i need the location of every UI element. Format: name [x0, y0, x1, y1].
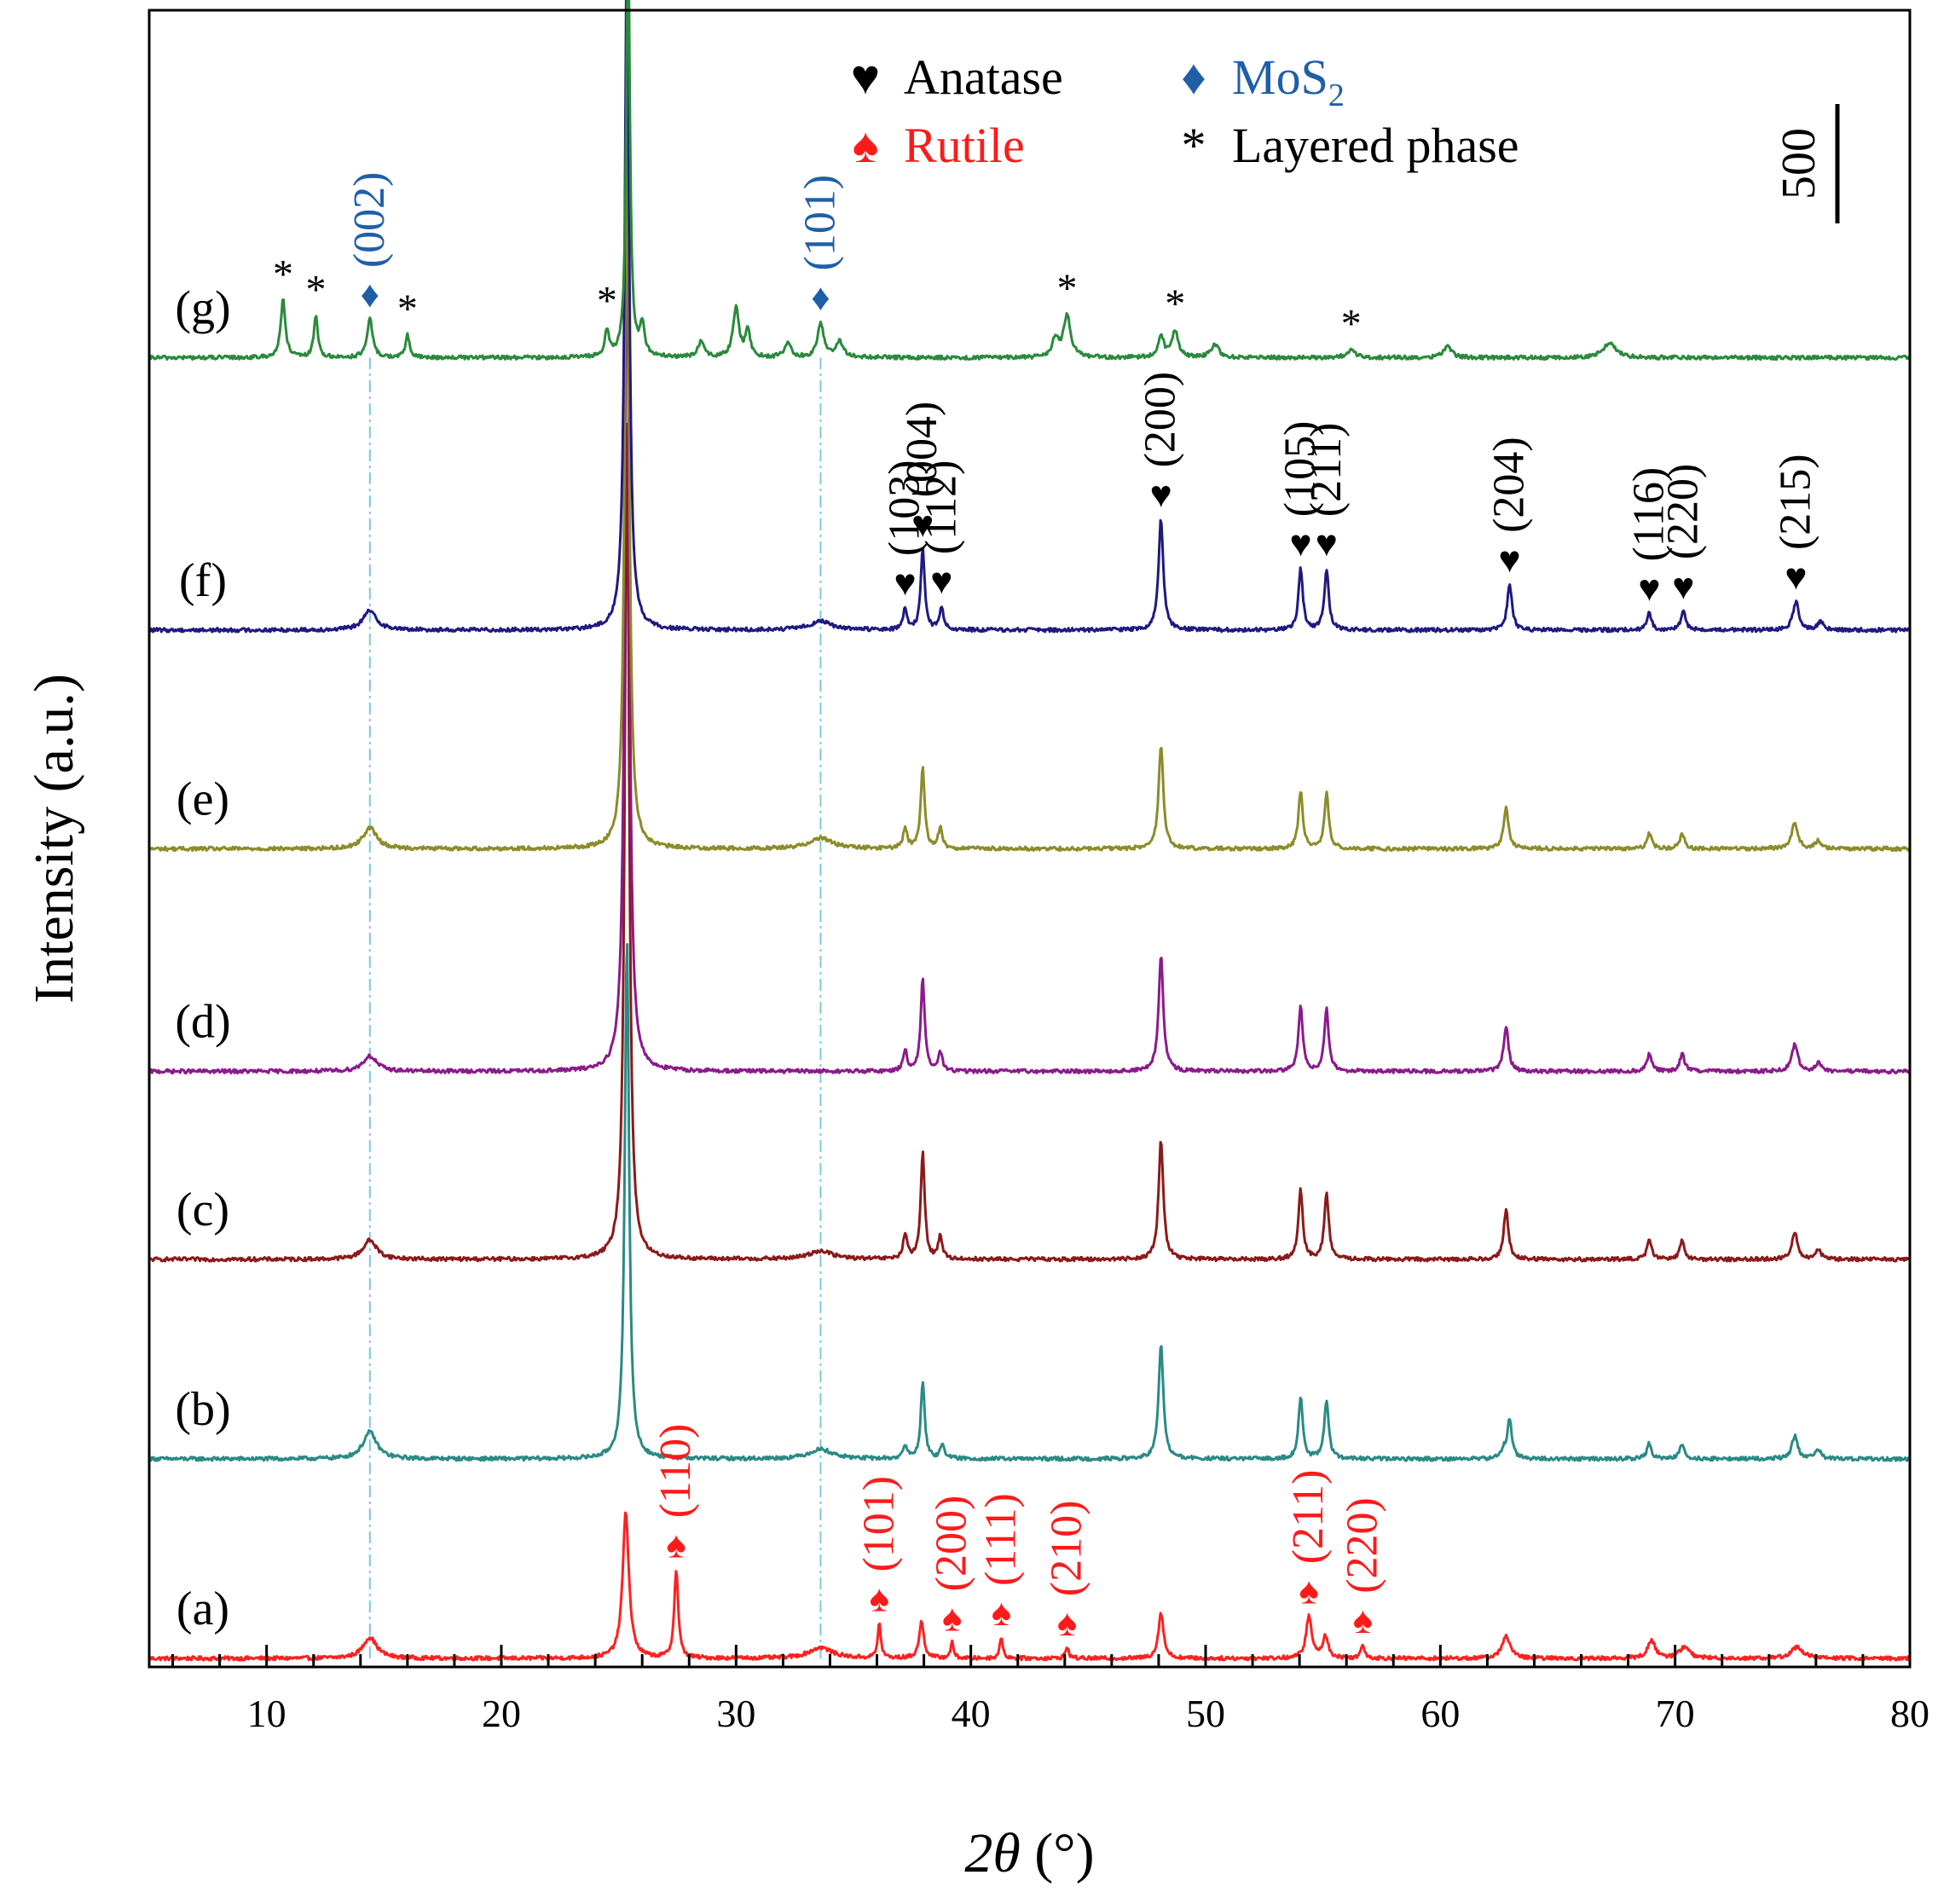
anatase-marker: ♥ [930, 560, 952, 602]
peak-label: (215) [1771, 454, 1819, 550]
anatase-marker: ♥ [911, 503, 934, 545]
peak-label: (220) [1338, 1497, 1386, 1594]
rutile-marker: ♠ [942, 1597, 962, 1639]
layered-phase-marker: * [305, 267, 326, 312]
anatase-marker: ♥ [894, 562, 917, 604]
anatase-marker: ♥ [1672, 565, 1694, 607]
legend-item: * Layered phase [1182, 118, 1519, 173]
x-tick-label: 20 [482, 1692, 521, 1735]
layered-phase-marker: * [1057, 266, 1078, 311]
series-line-g [148, 0, 1911, 362]
legend-label: Layered phase [1232, 118, 1519, 173]
rutile-marker: ♠ [992, 1592, 1011, 1634]
peak-label: (200) [928, 1496, 976, 1592]
rutile-marker: ♠ [1353, 1600, 1373, 1641]
y-axis-title: Intensity (a.u.) [23, 674, 85, 1004]
series-line-e [148, 116, 1912, 853]
series-label-a: (a) [176, 1583, 229, 1635]
legend-symbol: ♠ [853, 118, 879, 173]
legend-item: ♦ MoS2 [1181, 49, 1345, 113]
series-label-c: (c) [176, 1183, 229, 1236]
legend-symbol: * [1182, 118, 1206, 173]
x-tick-label: 40 [952, 1692, 991, 1735]
peak-label: (211) [1284, 1470, 1333, 1565]
layered-phase-marker: * [273, 252, 293, 298]
peak-label: (200) [1137, 372, 1185, 468]
peak-label: (112) [917, 460, 965, 555]
legend-label: MoS2 [1232, 49, 1345, 113]
anatase-marker: ♥ [1150, 473, 1172, 515]
peak-label: (101) [795, 175, 844, 271]
peak-label: (105) [1276, 421, 1325, 518]
legend-item: ♥ Anatase [851, 49, 1063, 105]
peak-label: (211) [1302, 423, 1351, 518]
anatase-marker: ♥ [1316, 523, 1338, 564]
mos2-marker: ♦ [361, 274, 379, 315]
peak-label: (111) [976, 1493, 1025, 1586]
scale-bar: 500 [1773, 104, 1840, 223]
legend-item: ♠ Rutile [853, 118, 1025, 173]
peak-label: (103) [881, 460, 929, 556]
peak-label: (116) [1624, 467, 1673, 562]
x-tick-label: 50 [1186, 1692, 1225, 1735]
anatase-marker: ♥ [1498, 539, 1520, 581]
series-label-b: (b) [175, 1383, 230, 1436]
x-tick-label: 70 [1656, 1692, 1695, 1735]
series-layer: (a) (b) (c) (d) (e) (f) (g) [148, 0, 1912, 1662]
series-label-e: (e) [176, 773, 229, 826]
peak-label: (101) [854, 1476, 903, 1572]
x-tick-label: 80 [1890, 1692, 1929, 1735]
rutile-marker: ♠ [1299, 1570, 1318, 1612]
x-axis-title: 2θ (°) [964, 1822, 1094, 1884]
rutile-marker: ♠ [1057, 1602, 1077, 1644]
peak-label: (002) [345, 172, 394, 269]
annotation-layer: (101) (002) (101) (004)(103)(112) (200) (105)… [345, 172, 1820, 1597]
rutile-marker: ♠ [870, 1578, 889, 1620]
peak-label: (004) [898, 402, 946, 498]
series-label-g: (g) [175, 282, 230, 335]
series-line-c [148, 422, 1912, 1263]
reference-lines [368, 357, 822, 1658]
x-tick-label: 60 [1420, 1692, 1460, 1735]
legend-label: Anatase [904, 49, 1063, 105]
legend-symbol: ♦ [1181, 49, 1206, 105]
peak-label: (210) [1043, 1501, 1091, 1597]
plot-frame [148, 9, 1912, 1669]
series-line-a [148, 1511, 1911, 1662]
x-axis: 10 20 30 40 50 60 70 80 [171, 1645, 1929, 1735]
series-label-d: (d) [175, 996, 230, 1049]
series-line-f [148, 0, 1912, 634]
anatase-marker: ♥ [1638, 568, 1660, 610]
anatase-marker: ♥ [1289, 523, 1311, 564]
peak-label: (220) [1658, 464, 1707, 560]
mos2-marker: ♦ [811, 276, 830, 318]
layered-phase-marker: * [1341, 301, 1362, 346]
scale-bar-label: 500 [1773, 128, 1825, 200]
x-tick-label: 30 [716, 1692, 755, 1735]
peak-label: (204) [1485, 437, 1534, 533]
legend-label: Rutile [904, 118, 1025, 173]
series-line-d [148, 176, 1912, 1075]
series-line-b [148, 943, 1911, 1462]
layered-phase-marker: * [597, 279, 617, 324]
legend: ♥ Anatase ♦ MoS2 ♠ Rutile * Layered phase [851, 49, 1519, 173]
layered-phase-marker: * [1165, 281, 1185, 327]
anatase-marker: ♥ [1785, 556, 1807, 598]
rutile-marker: ♠ [666, 1524, 686, 1565]
legend-symbol: ♥ [851, 49, 880, 105]
peak-label: (110) [651, 1424, 700, 1519]
layered-phase-marker: * [397, 286, 418, 332]
marker-layer: **♦**♥♦***♥♥♥♥♥♥♥♥♥♥♠♠♠♠♠♠♠ [273, 252, 1808, 1645]
x-tick-label: 10 [247, 1692, 286, 1735]
series-label-f: (f) [179, 554, 227, 607]
